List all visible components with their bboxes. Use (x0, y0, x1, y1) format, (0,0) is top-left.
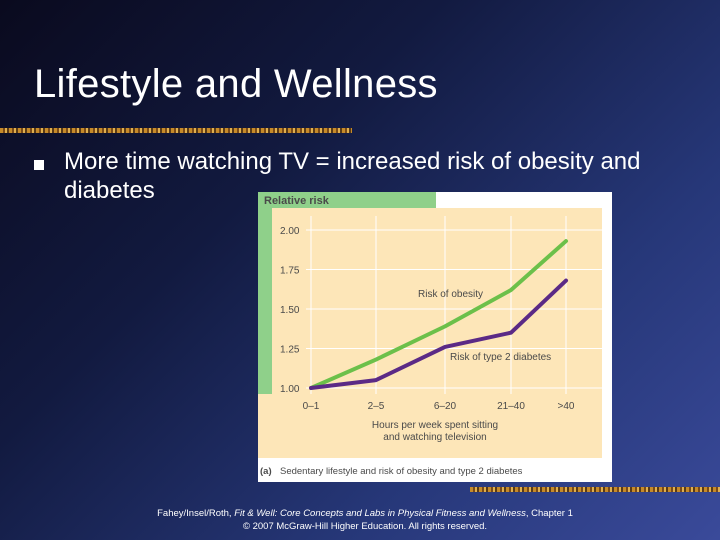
chart-figure: Relative risk 0–1 2–5 6–20 21–40 >40 1.00 1.25… (258, 192, 612, 482)
x-axis-label-line2: and watching television (383, 432, 486, 443)
footer-divider (470, 487, 720, 492)
x-tick-label: 2–5 (368, 401, 385, 412)
footer-chapter: , Chapter 1 (525, 508, 573, 519)
y-tick-label: 1.25 (280, 345, 300, 356)
series-line-diabetes (309, 278, 568, 390)
x-tick-label: 0–1 (303, 401, 320, 412)
relative-risk-chart: Relative risk 0–1 2–5 6–20 21–40 >40 1.00 1.25… (258, 192, 602, 477)
x-axis-background (258, 394, 602, 458)
y-tick-label: 1.00 (280, 384, 300, 395)
series-label-diabetes: Risk of type 2 diabetes (450, 352, 551, 363)
footer-copyright: © 2007 McGraw-Hill Higher Education. All… (242, 521, 488, 532)
title-divider (0, 128, 352, 133)
tick-layer: 0–1 2–5 6–20 21–40 >40 1.00 1.25 1.50 1.75 2.00 (280, 226, 575, 412)
slide-title: Lifestyle and Wellness (34, 62, 438, 106)
series-layer: Risk of obesity Risk of type 2 diabetes (309, 239, 568, 390)
x-tick-label: 21–40 (497, 401, 525, 412)
footer-book-title: Fit & Well: Core Concepts and Labs in Ph… (234, 508, 526, 519)
x-tick-label: >40 (558, 401, 575, 412)
figure-caption-label: (a) (260, 466, 272, 477)
bullet-text: More time watching TV = increased risk o… (64, 148, 641, 204)
bullet-square-icon (34, 160, 44, 170)
y-tick-label: 1.50 (280, 305, 300, 316)
series-label-obesity: Risk of obesity (418, 289, 483, 300)
footer-citation: Fahey/Insel/Roth, Fit & Well: Core Conce… (130, 507, 600, 533)
y-tick-label: 1.75 (280, 266, 300, 277)
y-tick-label: 2.00 (280, 226, 300, 237)
x-tick-label: 6–20 (434, 401, 457, 412)
y-axis-label: Relative risk (264, 195, 330, 207)
series-line-obesity (309, 239, 568, 390)
figure-caption: Sedentary lifestyle and risk of obesity … (280, 466, 523, 477)
plot-background (272, 208, 602, 394)
footer-authors: Fahey/Insel/Roth, (157, 508, 232, 519)
x-axis-label-line1: Hours per week spent sitting (372, 420, 498, 431)
grid-layer (306, 216, 602, 394)
